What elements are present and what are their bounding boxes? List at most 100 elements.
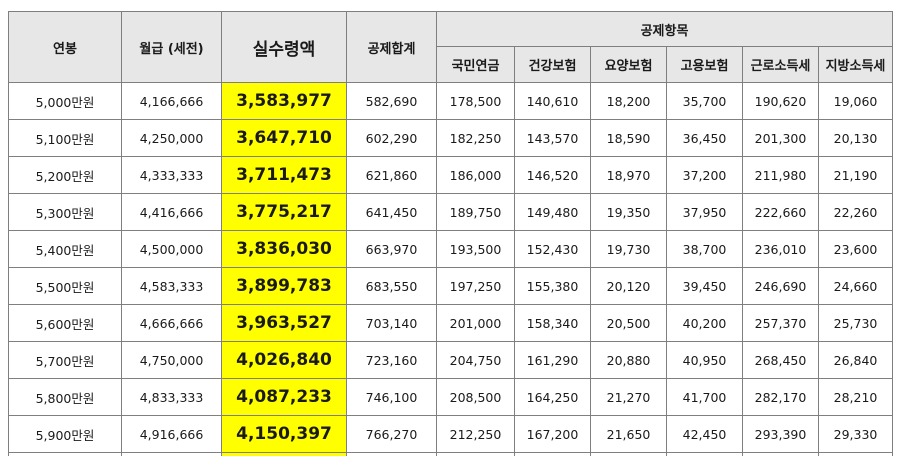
cell-national-pension[interactable]: 182,250 [436,119,515,157]
cell-income-tax[interactable]: 268,450 [742,341,819,379]
cell-health-insurance[interactable]: 140,610 [514,82,591,120]
cell-employment-insurance[interactable]: 37,950 [666,193,743,231]
cell-monthly[interactable]: 4,250,000 [121,119,222,157]
cell-health-insurance[interactable]: 155,380 [514,267,591,305]
cell-care-insurance[interactable]: 18,590 [590,119,667,157]
cell-deduction-total[interactable]: 683,550 [346,267,437,305]
cell-income-tax[interactable]: 222,660 [742,193,819,231]
cell-care-insurance[interactable]: 18,200 [590,82,667,120]
cell-national-pension[interactable]: 201,000 [436,304,515,342]
cell-net-pay[interactable]: 3,711,473 [221,156,347,194]
header-employment-insurance[interactable]: 고용보험 [666,46,743,83]
cell-local-income-tax[interactable]: 24,660 [818,267,893,305]
cell-local-income-tax[interactable]: 19,060 [818,82,893,120]
cell-monthly[interactable]: 4,333,333 [121,156,222,194]
cell-health-insurance[interactable]: 158,340 [514,304,591,342]
cell-deduction-total[interactable]: 746,100 [346,378,437,416]
header-national-pension[interactable]: 국민연금 [436,46,515,83]
cell-national-pension[interactable]: 193,500 [436,230,515,268]
cell-care-insurance[interactable]: 19,730 [590,230,667,268]
cell-deduction-total[interactable]: 602,290 [346,119,437,157]
header-income-tax[interactable]: 근로소득세 [742,46,819,83]
cell-local-income-tax[interactable]: 29,330 [818,415,893,453]
cell-monthly[interactable]: 4,500,000 [121,230,222,268]
cell-income-tax[interactable]: 293,390 [742,415,819,453]
header-care-insurance[interactable]: 요양보험 [590,46,667,83]
cell-care-insurance[interactable]: 21,650 [590,415,667,453]
header-deduction-items[interactable]: 공제항목 [436,11,893,47]
cell-health-insurance[interactable]: 152,430 [514,230,591,268]
cell-health-insurance[interactable]: 143,570 [514,119,591,157]
cell-local-income-tax[interactable]: 21,190 [818,156,893,194]
cell-deduction-total[interactable]: 703,140 [346,304,437,342]
header-deduction-total[interactable]: 공제합계 [346,11,437,83]
cell-deduction-total[interactable]: 663,970 [346,230,437,268]
cell-monthly[interactable]: 4,833,333 [121,378,222,416]
cell-employment-insurance[interactable]: 35,700 [666,82,743,120]
cell-national-pension[interactable]: 189,750 [436,193,515,231]
cell-national-pension[interactable]: 186,000 [436,156,515,194]
cell-care-insurance[interactable]: 21,270 [590,378,667,416]
cell-national-pension[interactable]: 178,500 [436,82,515,120]
cell-income-tax[interactable]: 282,170 [742,378,819,416]
cell-net-pay[interactable]: 4,026,840 [221,341,347,379]
cell-local-income-tax[interactable]: 22,260 [818,193,893,231]
cell-employment-insurance[interactable]: 37,200 [666,156,743,194]
cell-employment-insurance[interactable]: 38,700 [666,230,743,268]
cell-salary[interactable]: 5,200만원 [8,156,122,194]
cell-monthly[interactable]: 4,583,333 [121,267,222,305]
cell-salary[interactable]: 5,400만원 [8,230,122,268]
header-salary[interactable]: 연봉 [8,11,122,83]
header-local-income-tax[interactable]: 지방소득세 [818,46,893,83]
cell-local-income-tax[interactable]: 26,840 [818,341,893,379]
cell-monthly[interactable]: 4,750,000 [121,341,222,379]
cell-income-tax[interactable]: 236,010 [742,230,819,268]
cell-salary[interactable]: 5,500만원 [8,267,122,305]
cell-net-pay[interactable]: 3,963,527 [221,304,347,342]
cell-employment-insurance[interactable]: 40,200 [666,304,743,342]
cell-health-insurance[interactable]: 167,200 [514,415,591,453]
cell-care-insurance[interactable]: 20,500 [590,304,667,342]
cell-net-pay[interactable]: 3,647,710 [221,119,347,157]
cell-health-insurance[interactable]: 149,480 [514,193,591,231]
cell-salary[interactable]: 5,100만원 [8,119,122,157]
cell-deduction-total[interactable]: 582,690 [346,82,437,120]
cell-health-insurance[interactable]: 161,290 [514,341,591,379]
cell-salary[interactable]: 5,900만원 [8,415,122,453]
cell-employment-insurance[interactable]: 40,950 [666,341,743,379]
cell-deduction-total[interactable]: 766,270 [346,415,437,453]
cell-employment-insurance[interactable]: 42,450 [666,415,743,453]
cell-net-pay[interactable]: 3,583,977 [221,82,347,120]
cell-salary[interactable]: 5,800만원 [8,378,122,416]
cell-income-tax[interactable]: 246,690 [742,267,819,305]
cell-deduction-total[interactable]: 723,160 [346,341,437,379]
cell-national-pension[interactable]: 208,500 [436,378,515,416]
cell-local-income-tax[interactable]: 20,130 [818,119,893,157]
cell-local-income-tax[interactable]: 23,600 [818,230,893,268]
cell-national-pension[interactable]: 197,250 [436,267,515,305]
cell-local-income-tax[interactable]: 28,210 [818,378,893,416]
cell-salary[interactable]: 5,300만원 [8,193,122,231]
cell-national-pension[interactable]: 212,250 [436,415,515,453]
cell-salary[interactable]: 5,600만원 [8,304,122,342]
cell-employment-insurance[interactable]: 41,700 [666,378,743,416]
cell-care-insurance[interactable]: 20,880 [590,341,667,379]
cell-salary[interactable]: 5,700만원 [8,341,122,379]
cell-net-pay[interactable]: 4,087,233 [221,378,347,416]
cell-national-pension[interactable]: 204,750 [436,341,515,379]
cell-employment-insurance[interactable]: 36,450 [666,119,743,157]
cell-local-income-tax[interactable]: 25,730 [818,304,893,342]
cell-net-pay[interactable]: 3,836,030 [221,230,347,268]
cell-care-insurance[interactable]: 18,970 [590,156,667,194]
cell-monthly[interactable]: 4,916,666 [121,415,222,453]
cell-income-tax[interactable]: 257,370 [742,304,819,342]
header-health-insurance[interactable]: 건강보험 [514,46,591,83]
cell-monthly[interactable]: 4,416,666 [121,193,222,231]
cell-income-tax[interactable]: 201,300 [742,119,819,157]
header-monthly[interactable]: 월급 (세전) [121,11,222,83]
cell-salary[interactable]: 5,000만원 [8,82,122,120]
cell-care-insurance[interactable]: 20,120 [590,267,667,305]
cell-health-insurance[interactable]: 164,250 [514,378,591,416]
cell-net-pay[interactable]: 3,775,217 [221,193,347,231]
cell-employment-insurance[interactable]: 39,450 [666,267,743,305]
